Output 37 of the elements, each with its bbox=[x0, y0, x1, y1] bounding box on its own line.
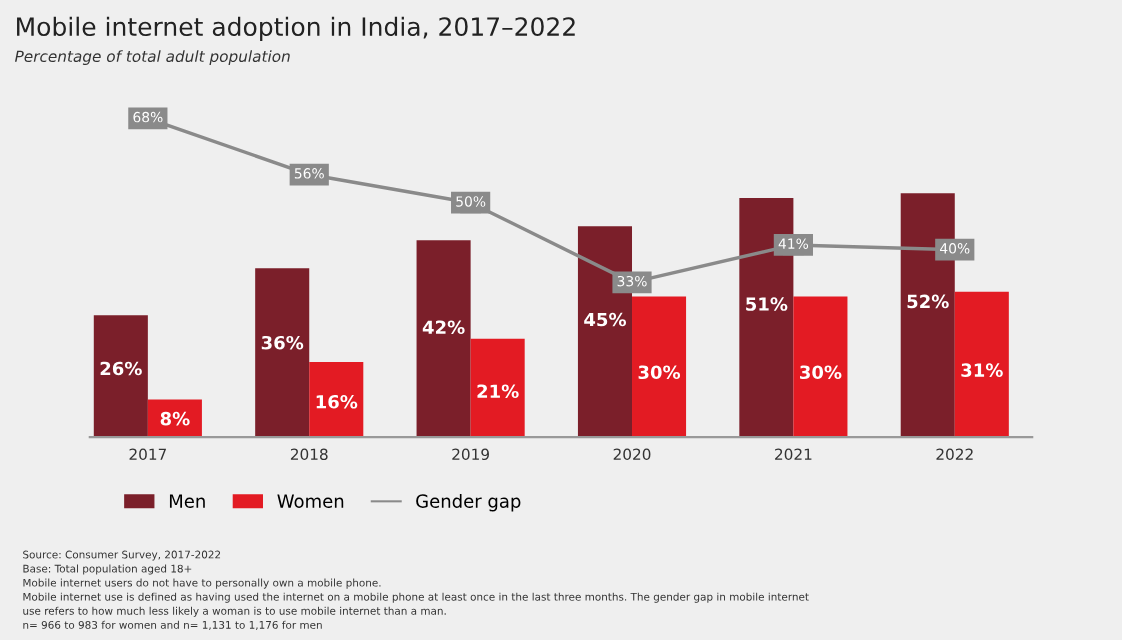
text: n= 966 to 983 for women and n= 1,131 to 1,176 for men bbox=[23, 620, 322, 630]
text: Mobile internet use is defined as having used the internet on a mobile phone at least once in the last three months. The gender gap in mobile internet bbox=[23, 592, 809, 603]
data-label: 42% bbox=[422, 320, 465, 335]
text: Base: Total population aged 18+ bbox=[23, 564, 192, 575]
data-label: 45% bbox=[584, 312, 627, 327]
x-tick-label: 2021 bbox=[775, 448, 812, 461]
data-label: 30% bbox=[638, 365, 681, 380]
data-label: 30% bbox=[800, 365, 842, 380]
data-label: 51% bbox=[746, 297, 788, 311]
bar bbox=[309, 362, 364, 438]
x-tick-label: 2020 bbox=[613, 448, 651, 461]
bar bbox=[954, 291, 1009, 438]
data-label: 16% bbox=[316, 394, 358, 409]
x-tick-label: 2019 bbox=[452, 448, 489, 461]
bar bbox=[793, 296, 848, 438]
bar bbox=[470, 338, 525, 438]
data-label: 31% bbox=[961, 363, 1003, 377]
data-label: 26% bbox=[100, 361, 142, 376]
source-note: Source: Consumer Survey, 2017-2022 bbox=[23, 550, 221, 561]
legend-label: Women bbox=[277, 494, 344, 508]
data-label: 21% bbox=[477, 384, 519, 399]
x-tick-label: 2018 bbox=[290, 448, 328, 461]
data-label: 36% bbox=[261, 335, 304, 350]
bar bbox=[632, 296, 687, 438]
chart-title: Mobile internet adoption in India, 2017–2022 bbox=[17, 16, 575, 41]
legend-label: Men bbox=[169, 494, 205, 508]
text: use refers to how much less likely a woman is to use mobile internet than a man. bbox=[23, 606, 446, 617]
data-label: 52% bbox=[907, 294, 949, 309]
bar bbox=[93, 315, 148, 438]
x-tick-label: 2022 bbox=[936, 448, 973, 461]
data-label: 8% bbox=[160, 411, 190, 426]
bar bbox=[416, 240, 471, 438]
x-tick-label: 2017 bbox=[129, 448, 166, 461]
legend-label: Gender gap bbox=[416, 493, 521, 512]
bar bbox=[255, 268, 310, 438]
chart-subtitle: Percentage of total adult population bbox=[15, 50, 290, 65]
text: Mobile internet users do not have to personally own a mobile phone. bbox=[23, 578, 381, 589]
